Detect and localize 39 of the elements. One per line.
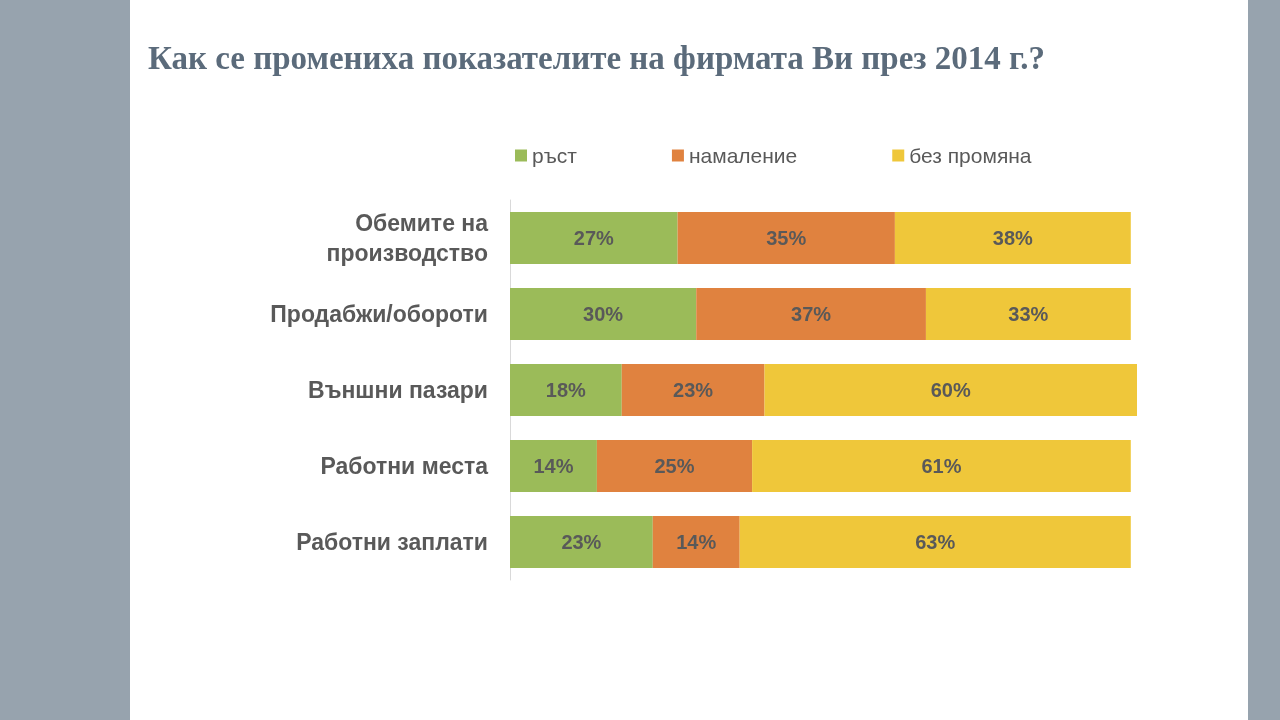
legend-label: без промяна <box>909 144 1032 167</box>
data-label: 18% <box>545 379 587 401</box>
bar <box>739 516 1131 568</box>
bar <box>510 516 653 568</box>
bar <box>596 440 753 492</box>
chart-title: Как се промениха показателите на фирмата Ви през 2014 г.? <box>148 40 1047 77</box>
bar <box>510 288 697 340</box>
bar <box>752 440 1131 492</box>
data-label: 37% <box>791 303 832 325</box>
y-tick-label: Външни пазари <box>308 377 488 403</box>
data-label: 27% <box>573 227 615 249</box>
data-label: 25% <box>654 455 695 477</box>
y-tick-label: Работни места <box>320 453 489 479</box>
data-label: 60% <box>930 379 971 401</box>
data-label: 63% <box>915 531 956 553</box>
data-label: 23% <box>673 379 714 401</box>
y-tick-label: Обемите на производство <box>326 210 489 266</box>
bar <box>764 364 1137 416</box>
bar <box>652 516 740 568</box>
bar <box>510 440 597 492</box>
bar <box>510 364 622 416</box>
data-label: 23% <box>561 531 602 553</box>
legend-label: ръст <box>532 144 578 167</box>
data-label: 33% <box>1008 303 1049 325</box>
bar <box>677 212 895 264</box>
bar <box>894 212 1131 264</box>
data-label: 14% <box>676 531 717 553</box>
data-label: 35% <box>766 227 807 249</box>
bar <box>696 288 926 340</box>
y-tick-label: Продабжи/обороти <box>270 301 488 327</box>
bar <box>621 364 765 416</box>
data-label: 61% <box>921 455 962 477</box>
y-tick-label: Работни заплати <box>296 529 488 555</box>
legend-label: намаление <box>688 144 798 167</box>
bar <box>510 212 678 264</box>
data-label: 38% <box>992 227 1034 249</box>
bar <box>925 288 1131 340</box>
data-label: 30% <box>583 303 624 325</box>
data-label: 14% <box>533 455 574 477</box>
